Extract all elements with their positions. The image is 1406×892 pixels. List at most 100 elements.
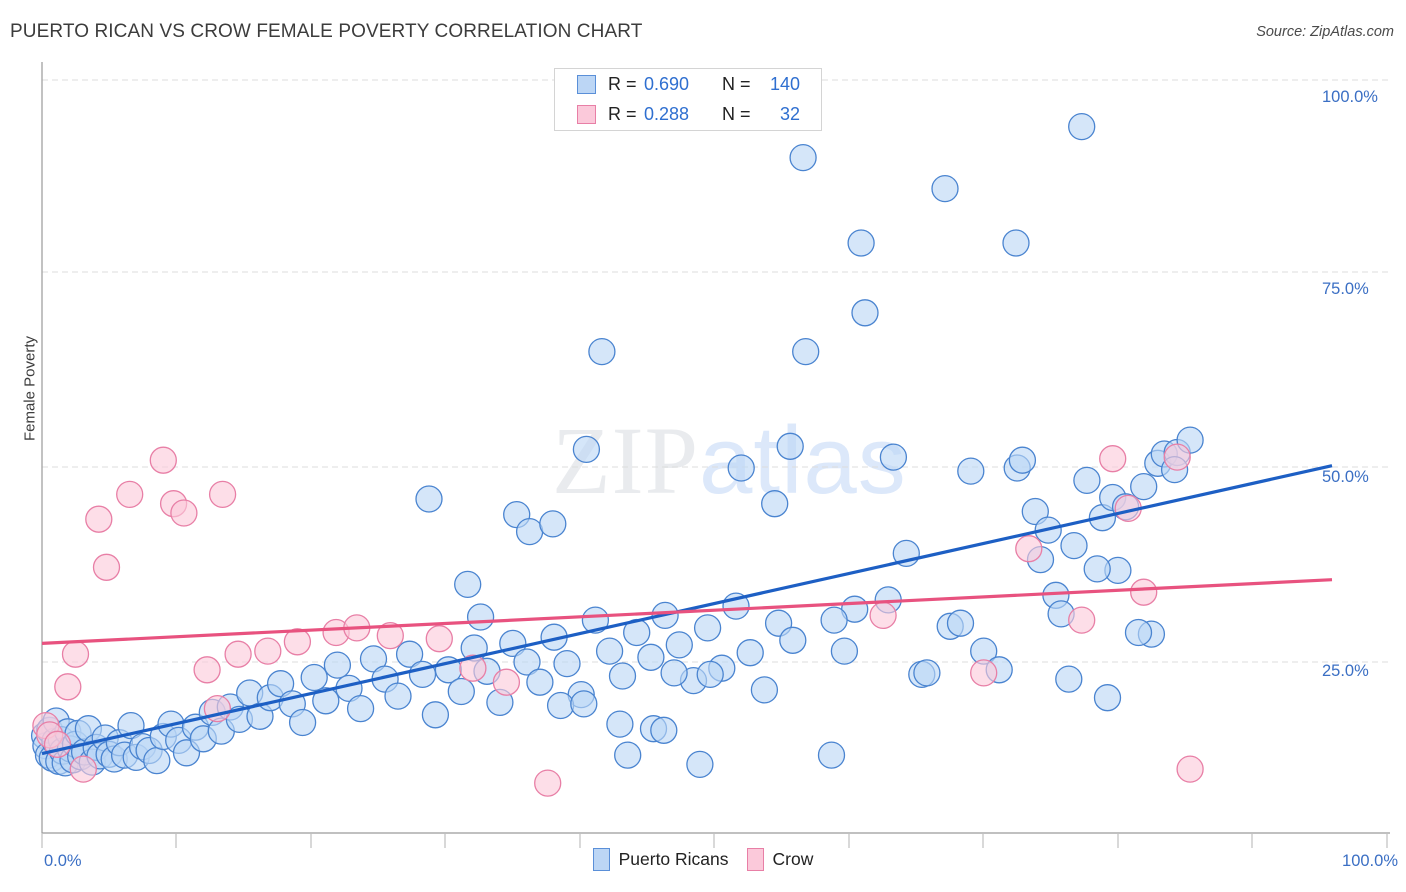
data-point[interactable] (92, 553, 121, 581)
data-point[interactable] (425, 625, 453, 653)
data-point[interactable] (847, 229, 875, 257)
data-point[interactable] (817, 741, 846, 769)
data-point[interactable] (534, 769, 562, 797)
data-point[interactable] (637, 643, 665, 671)
data-point[interactable] (572, 435, 601, 464)
data-point[interactable] (193, 656, 221, 684)
data-point[interactable] (515, 517, 544, 546)
data-point[interactable] (459, 654, 487, 682)
data-point[interactable] (650, 716, 678, 744)
data-point[interactable] (1055, 665, 1083, 693)
data-point[interactable] (913, 659, 941, 687)
data-point[interactable] (546, 691, 575, 720)
series-legend-item-puerto-ricans[interactable]: Puerto Ricans (592, 848, 729, 871)
data-point[interactable] (727, 454, 755, 482)
data-point[interactable] (539, 510, 567, 538)
data-point[interactable] (588, 337, 616, 366)
data-point[interactable] (614, 741, 642, 769)
data-point[interactable] (421, 701, 450, 729)
data-point[interactable] (454, 570, 482, 599)
data-point[interactable] (54, 673, 82, 701)
data-point[interactable] (300, 663, 328, 692)
data-point[interactable] (208, 480, 237, 509)
data-point[interactable] (85, 505, 113, 533)
data-point[interactable] (750, 676, 779, 704)
data-point[interactable] (143, 746, 171, 775)
data-point[interactable] (1008, 446, 1037, 474)
data-point[interactable] (69, 755, 97, 783)
data-point[interactable] (1068, 606, 1096, 634)
data-point[interactable] (1099, 445, 1127, 473)
data-point[interactable] (595, 637, 624, 665)
data-point[interactable] (606, 710, 634, 738)
data-point[interactable] (776, 432, 804, 460)
data-point[interactable] (570, 690, 598, 718)
data-point[interactable] (170, 499, 198, 527)
data-point[interactable] (1176, 755, 1204, 783)
data-point[interactable] (466, 603, 495, 631)
data-point[interactable] (384, 682, 412, 710)
data-point[interactable] (665, 631, 693, 659)
data-point[interactable] (283, 628, 312, 656)
data-point[interactable] (830, 637, 859, 665)
data-point[interactable] (957, 457, 985, 485)
data-point[interactable] (761, 490, 789, 518)
data-point[interactable] (149, 446, 177, 474)
data-point[interactable] (323, 651, 352, 679)
data-point[interactable] (288, 708, 317, 737)
data-point[interactable] (879, 443, 908, 471)
data-point[interactable] (779, 626, 807, 654)
data-point[interactable] (266, 670, 295, 698)
data-point[interactable] (608, 662, 637, 690)
series-crow (32, 443, 1204, 797)
data-point[interactable] (1130, 472, 1158, 501)
data-point[interactable] (931, 174, 959, 203)
data-point[interactable] (820, 606, 848, 634)
data-point[interactable] (447, 677, 475, 706)
data-point[interactable] (693, 614, 722, 642)
data-point[interactable] (1073, 466, 1101, 495)
data-point[interactable] (312, 687, 340, 715)
series-legend: Puerto Ricans Crow (0, 848, 1406, 871)
data-point[interactable] (660, 659, 688, 687)
data-point[interactable] (789, 143, 817, 172)
x-tick-max: 100.0% (1342, 852, 1398, 870)
data-point[interactable] (686, 750, 714, 779)
data-point[interactable] (1163, 443, 1191, 471)
data-point[interactable] (224, 640, 252, 668)
axis-lines (41, 62, 1390, 834)
data-point[interactable] (1060, 531, 1088, 560)
data-point[interactable] (376, 621, 404, 650)
data-point[interactable] (553, 649, 581, 678)
data-point[interactable] (1002, 229, 1030, 257)
data-point[interactable] (792, 337, 820, 366)
data-point[interactable] (1021, 497, 1049, 526)
data-point[interactable] (1130, 578, 1158, 606)
data-point[interactable] (116, 480, 144, 509)
data-point[interactable] (736, 639, 764, 667)
data-point[interactable] (415, 485, 443, 513)
data-point[interactable] (61, 640, 90, 668)
data-point[interactable] (513, 648, 541, 676)
data-point[interactable] (1083, 555, 1111, 583)
data-point[interactable] (946, 609, 975, 637)
data-point[interactable] (359, 645, 388, 673)
trendline-puerto-ricans (41, 464, 1333, 756)
series-label-crow: Crow (772, 849, 814, 869)
source-attribution: Source: ZipAtlas.com (1256, 24, 1394, 40)
series-legend-item-crow[interactable]: Crow (746, 848, 814, 871)
data-point[interactable] (1093, 684, 1122, 712)
data-point[interactable] (581, 606, 610, 634)
data-point[interactable] (1124, 618, 1153, 647)
data-point[interactable] (346, 694, 375, 723)
data-point[interactable] (1015, 535, 1043, 563)
data-point[interactable] (970, 659, 998, 687)
data-point[interactable] (1068, 112, 1096, 141)
data-point[interactable] (395, 640, 424, 668)
data-point[interactable] (851, 299, 879, 327)
data-point[interactable] (696, 660, 724, 689)
data-point[interactable] (492, 668, 521, 696)
data-point[interactable] (526, 668, 554, 696)
data-point[interactable] (869, 601, 897, 630)
data-point[interactable] (254, 637, 282, 665)
